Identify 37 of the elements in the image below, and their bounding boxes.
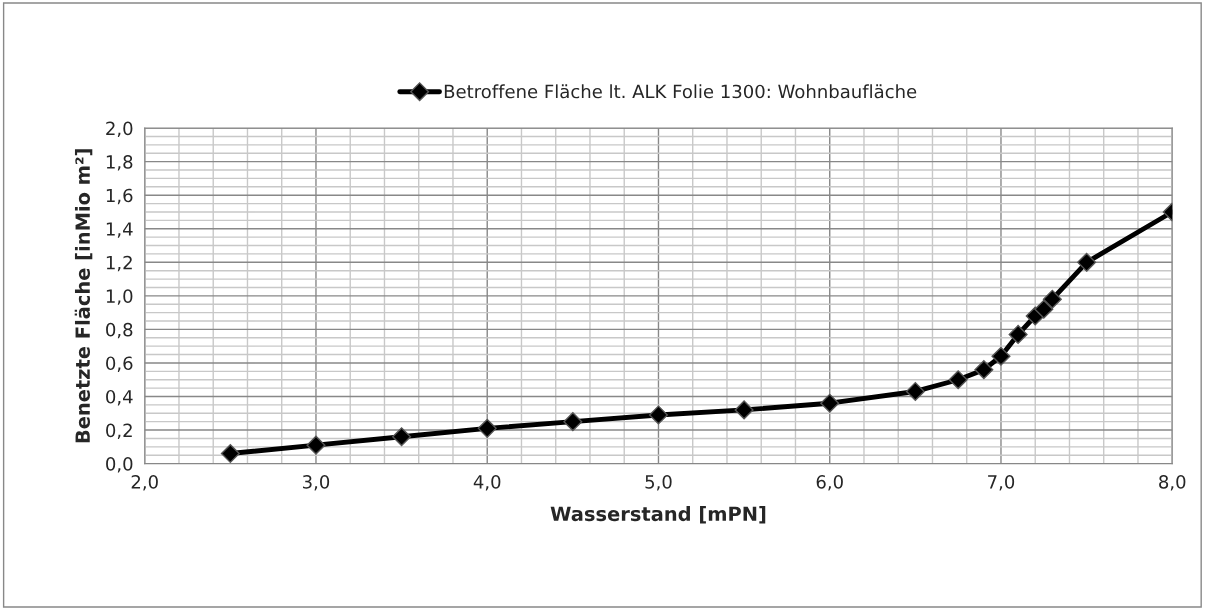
x-tick-label: 8,0 xyxy=(1159,475,1186,491)
x-tick-label: 2,0 xyxy=(131,475,158,491)
y-tick-label: 1,6 xyxy=(106,188,133,205)
point xyxy=(648,405,669,425)
point xyxy=(991,346,1011,366)
point xyxy=(392,427,412,447)
point xyxy=(477,418,497,438)
point xyxy=(734,400,754,420)
y-tick-label: 1,2 xyxy=(106,255,132,272)
point xyxy=(220,444,240,464)
y-tick-label: 2,0 xyxy=(106,121,133,138)
x-tick-label: 5,0 xyxy=(645,475,672,491)
y-tick-label: 0,0 xyxy=(106,457,133,473)
y-tick-label: 0,2 xyxy=(106,423,132,440)
point xyxy=(974,360,994,380)
y-tick-label: 0,6 xyxy=(106,356,133,372)
x-axis-title: Wasserstand [mPN] xyxy=(550,506,766,524)
point xyxy=(306,435,326,455)
y-tick-label: 1,0 xyxy=(106,289,133,305)
y-tick-label: 1,4 xyxy=(106,222,133,238)
point xyxy=(563,412,583,432)
x-tick-label: 4,0 xyxy=(473,475,501,491)
point xyxy=(948,370,968,390)
point xyxy=(1077,252,1097,272)
y-tick-label: 1,8 xyxy=(106,155,133,171)
y-tick-label: 0,4 xyxy=(106,389,133,406)
x-tick-label: 3,0 xyxy=(302,475,330,491)
point xyxy=(1042,289,1062,309)
legend-label: Betroffene Fläche lt. ALK Folie 1300: Wohnbaufläche xyxy=(444,84,917,99)
point xyxy=(905,381,925,402)
y-axis-title: Benetzte Fläche [inMio m²] xyxy=(74,149,93,443)
x-tick-label: 7,0 xyxy=(988,475,1015,491)
y-tick-label: 0,8 xyxy=(106,322,133,339)
point xyxy=(820,393,840,413)
x-tick-label: 6,0 xyxy=(816,475,843,491)
point xyxy=(1034,299,1054,319)
point xyxy=(1008,324,1028,344)
